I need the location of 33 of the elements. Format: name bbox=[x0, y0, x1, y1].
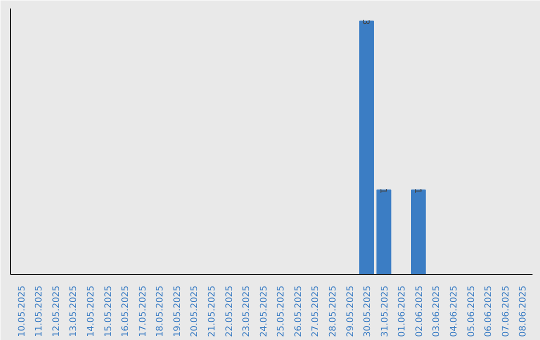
x-tick-label: 11.05.2025 bbox=[34, 286, 45, 338]
x-tick-label: 27.05.2025 bbox=[311, 286, 322, 338]
data-label: 3 bbox=[360, 19, 370, 25]
x-tick-label: 29.05.2025 bbox=[346, 286, 356, 338]
x-tick-label: 31.05.2025 bbox=[380, 286, 390, 338]
x-tick-label: 10.05.2025 bbox=[17, 286, 28, 338]
x-tick-label: 16.05.2025 bbox=[121, 286, 132, 338]
x-tick-label: 08.06.2025 bbox=[518, 286, 529, 338]
x-tick-label: 05.06.2025 bbox=[466, 286, 477, 338]
data-label: 1 bbox=[412, 188, 422, 194]
x-tick-label: 04.06.2025 bbox=[449, 286, 460, 338]
x-tick-label: 30.05.2025 bbox=[363, 286, 374, 338]
x-tick-label: 17.05.2025 bbox=[138, 286, 148, 338]
x-tick-label: 21.05.2025 bbox=[208, 286, 218, 338]
x-tick-label: 12.05.2025 bbox=[52, 286, 62, 338]
x-tick-label: 03.06.2025 bbox=[432, 286, 442, 338]
x-tick-label: 06.06.2025 bbox=[484, 286, 494, 338]
x-tick-label: 13.05.2025 bbox=[69, 286, 80, 338]
x-tick-label: 02.06.2025 bbox=[414, 286, 425, 338]
x-tick-label: 14.05.2025 bbox=[86, 286, 97, 338]
x-tick-label: 26.05.2025 bbox=[294, 286, 304, 338]
x-tick-label: 15.05.2025 bbox=[104, 286, 114, 338]
data-label: 1 bbox=[377, 188, 388, 194]
x-tick-label: 07.06.2025 bbox=[501, 286, 512, 338]
x-tick-label: 01.06.2025 bbox=[398, 286, 408, 338]
x-tick-label: 24.05.2025 bbox=[259, 286, 270, 338]
x-tick-label: 18.05.2025 bbox=[156, 286, 166, 338]
x-tick-label: 28.05.2025 bbox=[328, 286, 338, 338]
x-tick-label: 22.05.2025 bbox=[224, 286, 235, 338]
x-tick-label: 25.05.2025 bbox=[276, 286, 287, 338]
x-tick-label: 23.05.2025 bbox=[242, 286, 252, 338]
x-tick-label: 20.05.2025 bbox=[190, 286, 200, 338]
x-tick-label: 19.05.2025 bbox=[172, 286, 183, 338]
